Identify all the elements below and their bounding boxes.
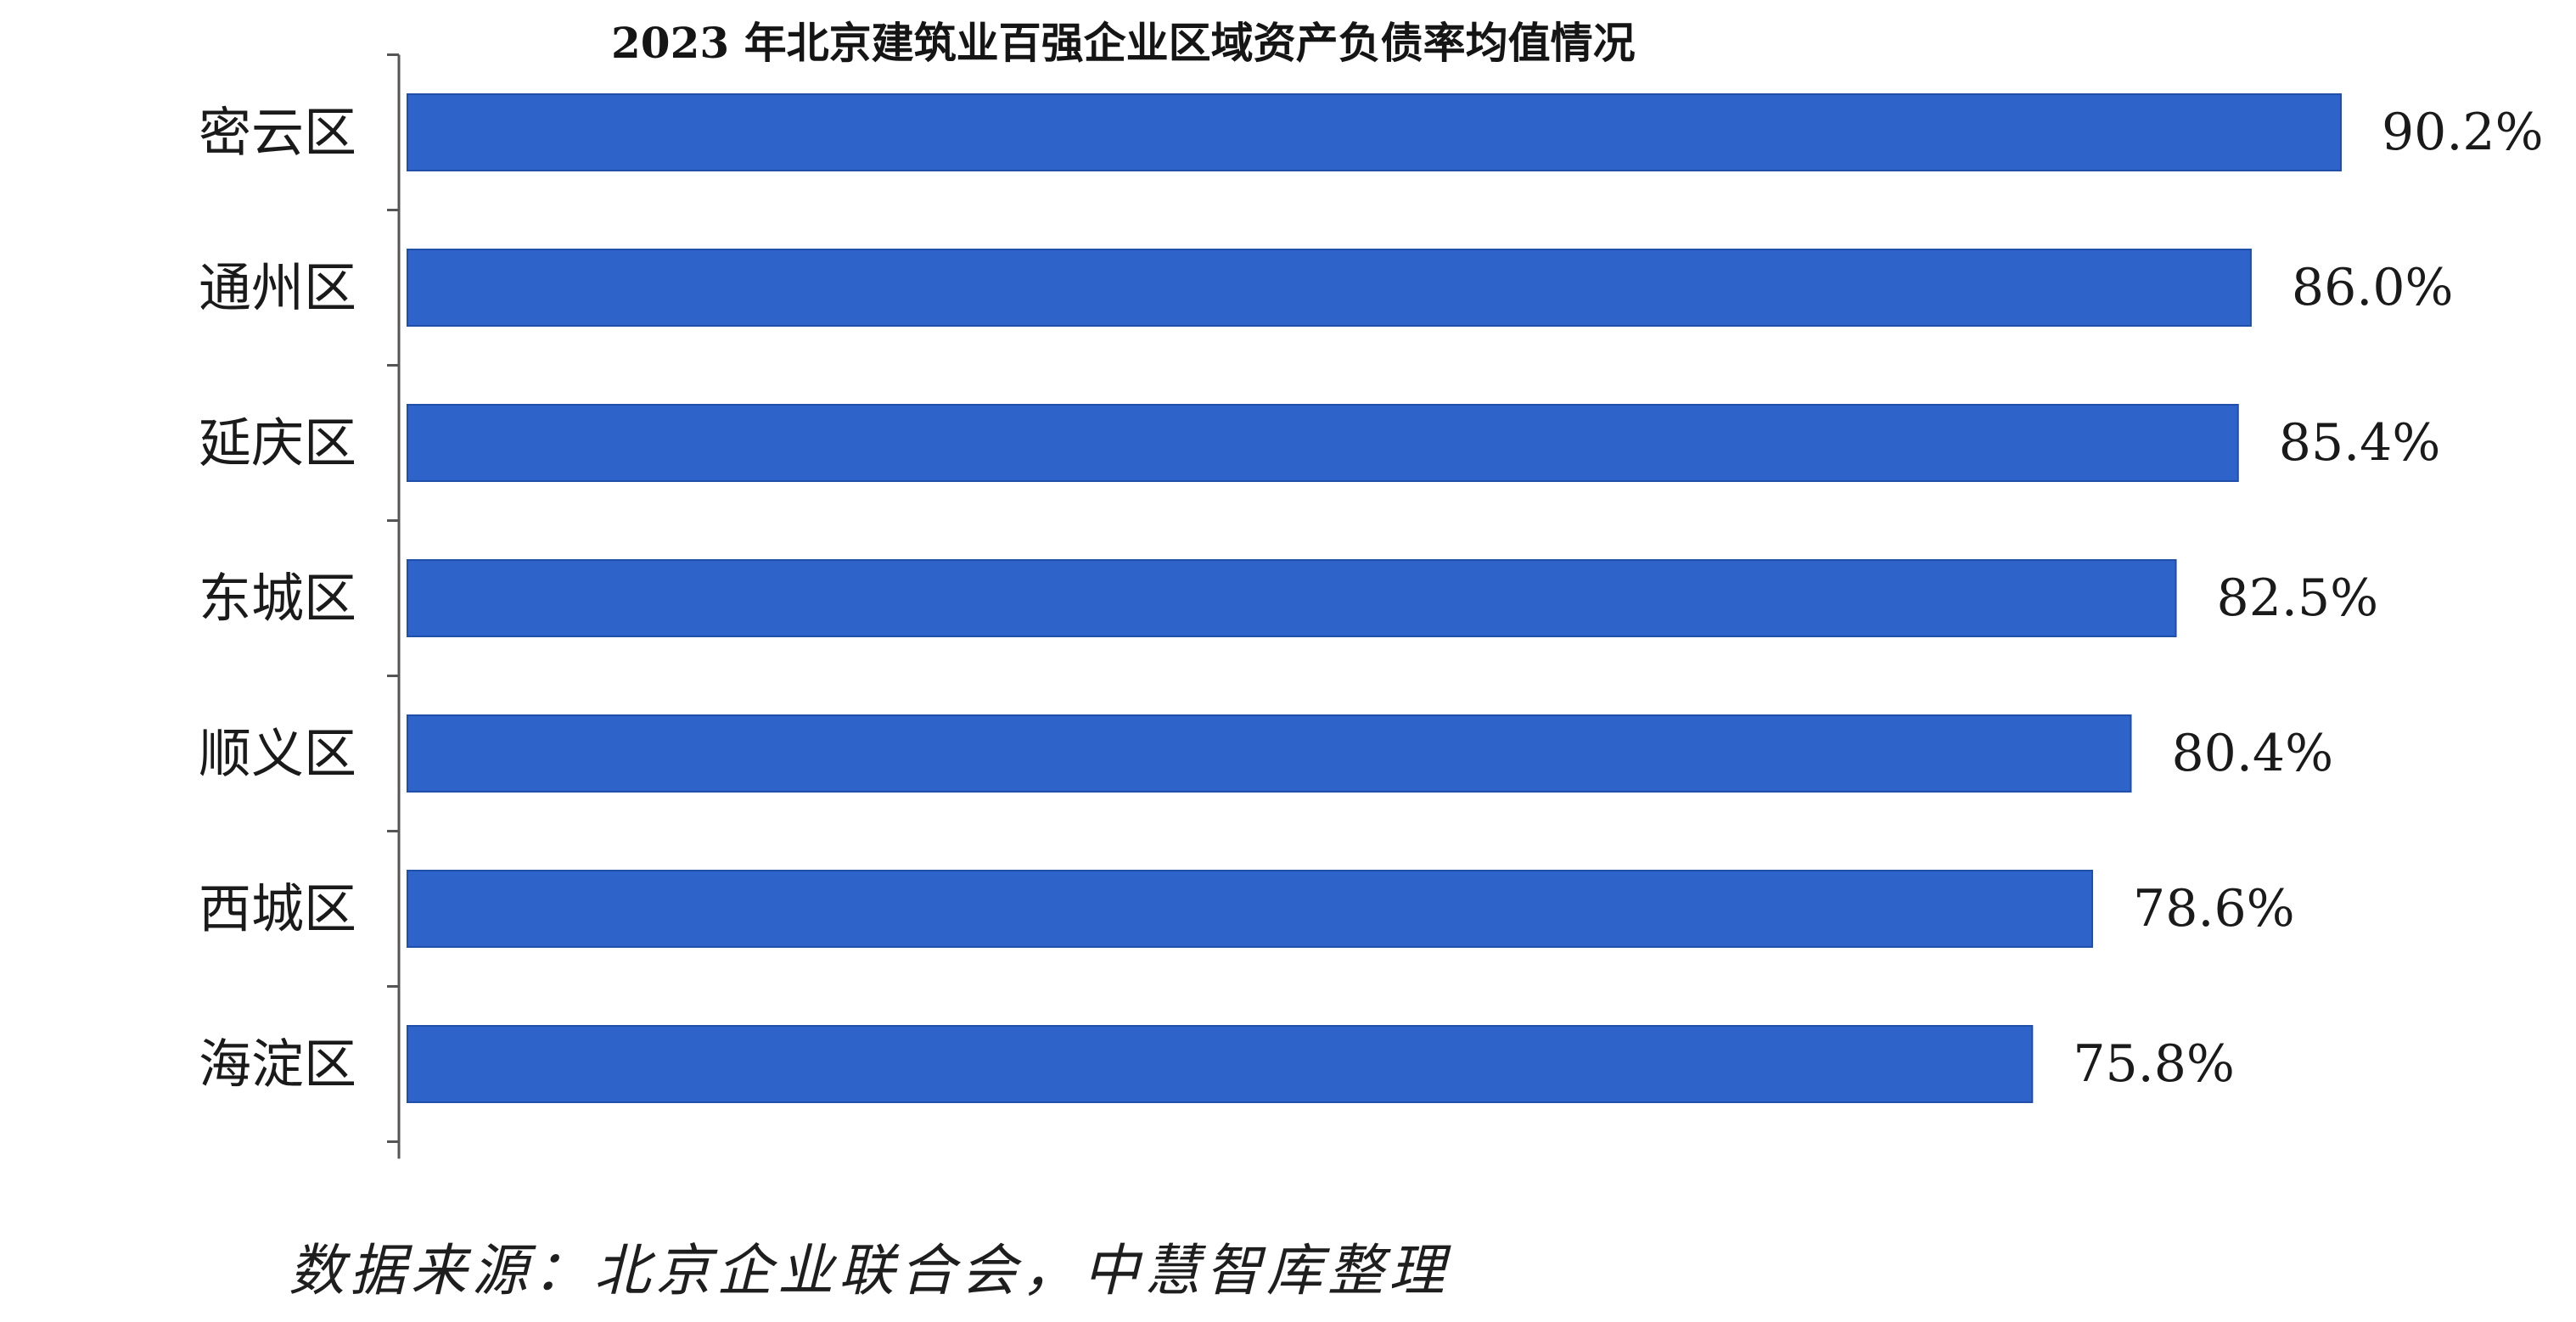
value-label: 85.4% xyxy=(2279,413,2441,473)
value-label: 90.2% xyxy=(2382,103,2544,162)
value-label: 82.5% xyxy=(2217,569,2379,628)
category-label: 通州区 xyxy=(199,257,356,319)
chart-title: 2023 年北京建筑业百强企业区域资产负债率均值情况 xyxy=(611,18,1636,68)
value-label: 80.4% xyxy=(2172,724,2334,783)
category-label: 顺义区 xyxy=(199,723,356,785)
bars xyxy=(407,93,2342,1103)
value-label: 75.8% xyxy=(2073,1034,2235,1094)
value-label: 86.0% xyxy=(2292,258,2454,317)
category-label: 海淀区 xyxy=(199,1034,356,1095)
category-axis xyxy=(387,53,401,1159)
bar xyxy=(407,559,2177,637)
bar xyxy=(407,404,2239,482)
category-label: 密云区 xyxy=(199,102,356,164)
bar xyxy=(407,714,2132,793)
value-label: 78.6% xyxy=(2133,879,2295,938)
bar xyxy=(407,249,2252,327)
source-note: 数据来源：北京企业联合会，中慧智库整理 xyxy=(289,1238,1450,1303)
category-label: 西城区 xyxy=(199,878,356,940)
bar xyxy=(407,93,2342,171)
bar xyxy=(407,870,2094,948)
category-label: 东城区 xyxy=(199,568,356,630)
bar-chart: 密云区 90.2% 通州区 86.0% 延庆区 85.4% 东城区 82.5% 顺义区 80.4%… xyxy=(199,53,2544,1159)
category-label: 延庆区 xyxy=(199,412,356,474)
labels: 密云区 90.2% 通州区 86.0% 延庆区 85.4% 东城区 82.5% 顺义区 80.4%… xyxy=(199,102,2544,1095)
bar xyxy=(407,1025,2034,1103)
